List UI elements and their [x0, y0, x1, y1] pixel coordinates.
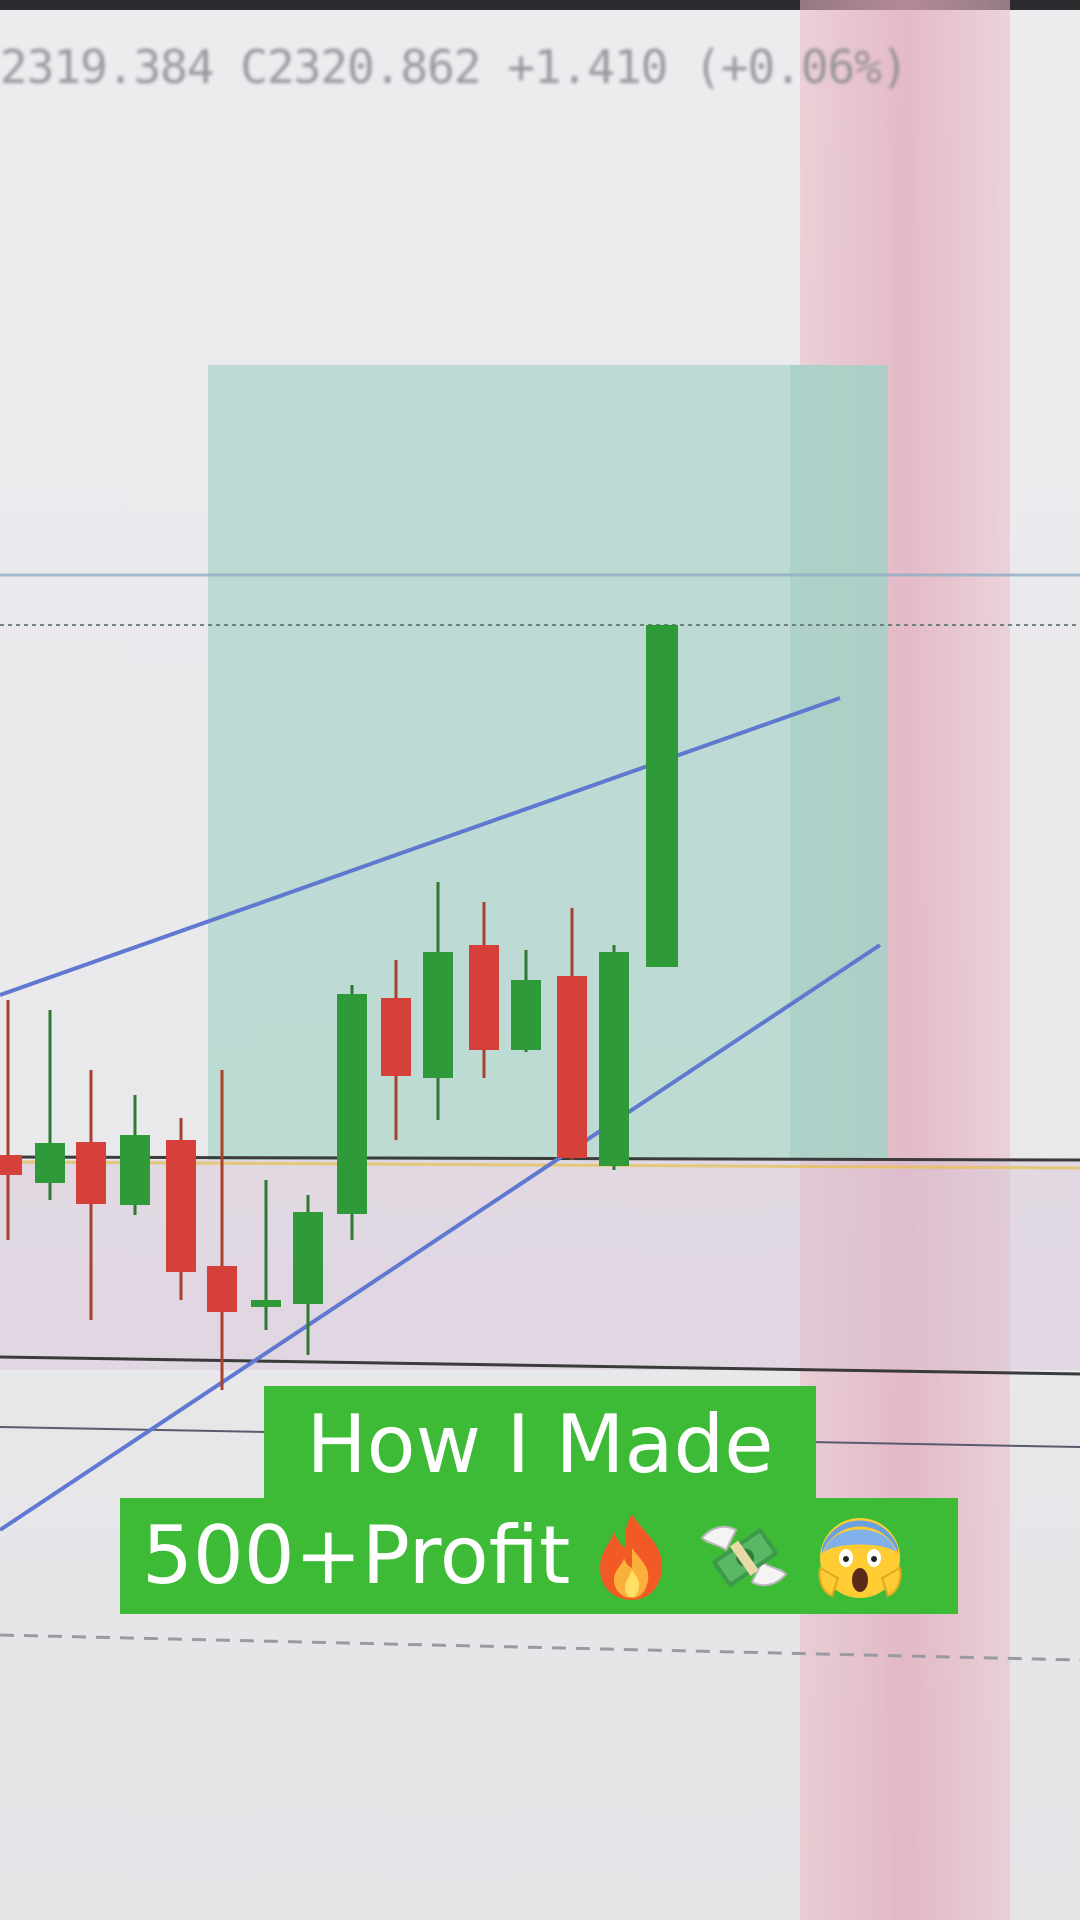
candle — [0, 1000, 22, 1240]
candle — [337, 985, 367, 1240]
candle — [469, 902, 499, 1078]
candle — [557, 908, 587, 1160]
fire-emoji-icon — [600, 1514, 663, 1600]
candle — [423, 882, 453, 1120]
screaming-face-icon — [818, 1518, 902, 1598]
ohlc-readout: 2319.384 C2320.862 +1.410 (+0.06%) — [0, 40, 909, 94]
candle — [35, 1010, 65, 1200]
candle — [120, 1095, 150, 1215]
monitor-bezel — [0, 0, 1080, 10]
caption-line-2-box: 500+Profit $ — [120, 1498, 958, 1614]
take-profit-zone — [208, 365, 888, 1160]
candle — [76, 1070, 106, 1320]
candle — [293, 1195, 323, 1355]
chart-bottom-border — [0, 1355, 1080, 1376]
candle — [166, 1118, 196, 1300]
candle — [381, 960, 411, 1140]
candle — [251, 1180, 281, 1330]
caption-line-1: How I Made — [264, 1386, 816, 1504]
candle — [599, 945, 629, 1170]
lower-trendline — [0, 943, 882, 1532]
caption-line-2: 500+Profit — [142, 1509, 571, 1602]
upper-trendline — [0, 696, 841, 997]
dashed-bottom-line — [0, 1633, 1080, 1662]
candle — [207, 1070, 237, 1390]
candle — [646, 625, 678, 967]
candle — [511, 950, 541, 1052]
money-with-wings-icon: $ — [700, 1525, 788, 1587]
take-profit-zone-shade — [790, 365, 888, 1160]
